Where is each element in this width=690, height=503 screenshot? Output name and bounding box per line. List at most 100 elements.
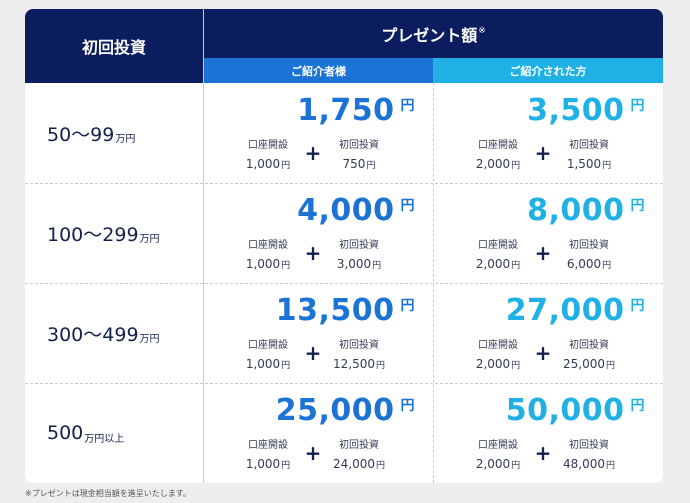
total-value: 3,500 <box>527 93 625 128</box>
row-divider <box>25 383 663 384</box>
range-unit: 万円 <box>139 233 160 245</box>
total-value: 13,500 <box>275 293 395 328</box>
initial-investment-label: 初回投資 <box>569 240 609 251</box>
initial-investment-value: 48,000円 <box>562 457 615 471</box>
header-present-amount-label: プレゼント額 <box>381 25 478 45</box>
initial-investment-part: 初回投資 12,500円 <box>319 336 399 371</box>
header-present-mark: ※ <box>478 25 486 36</box>
header-referee: ご紹介された方 <box>433 58 663 83</box>
range-value: 50〜99 <box>47 123 115 146</box>
initial-investment-part: 初回投資 6,000円 <box>549 236 629 271</box>
initial-investment-value: 12,500円 <box>332 357 385 371</box>
initial-investment-label: 初回投資 <box>569 340 609 351</box>
yen-unit: 円 <box>400 398 415 414</box>
initial-investment-value: 6,000円 <box>566 257 612 271</box>
referee-cell: 3,500 円 口座開設 2,000円 + 初回投資 1,500円 <box>434 83 663 183</box>
plus-sign: + <box>534 341 552 365</box>
account-opening-value: 1,000円 <box>245 157 291 171</box>
initial-investment-value: 24,000円 <box>332 457 385 471</box>
referrer-total: 1,750 円 <box>297 93 415 128</box>
account-opening-value: 2,000円 <box>475 257 521 271</box>
footnote: ※プレゼントは現金相当額を進呈いたします。 <box>25 489 191 498</box>
plus-sign: + <box>304 441 322 465</box>
account-opening-value: 2,000円 <box>475 357 521 371</box>
total-value: 4,000 <box>297 193 395 228</box>
investment-range: 500 万円以上 <box>47 383 124 483</box>
row-divider <box>25 283 663 284</box>
yen-unit: 円 <box>630 98 645 114</box>
initial-investment-part: 初回投資 48,000円 <box>549 436 629 471</box>
initial-investment-label: 初回投資 <box>339 240 379 251</box>
plus-sign: + <box>534 441 552 465</box>
plus-sign: + <box>534 141 552 165</box>
table-row: 100〜299 万円 4,000 円 口座開設 1,000円 + 初回投資 3,000円… <box>25 183 663 283</box>
table-row: 300〜499 万円 13,500 円 口座開設 1,000円 + 初回投資 12,50… <box>25 283 663 383</box>
yen-unit: 円 <box>630 398 645 414</box>
referrer-cell: 1,750 円 口座開設 1,000円 + 初回投資 750円 <box>204 83 433 183</box>
account-opening-value: 2,000円 <box>475 457 521 471</box>
yen-unit: 円 <box>400 198 415 214</box>
initial-investment-part: 初回投資 25,000円 <box>549 336 629 371</box>
total-value: 50,000 <box>505 393 625 428</box>
total-value: 27,000 <box>505 293 625 328</box>
referee-total: 50,000 円 <box>506 393 645 428</box>
referrer-cell: 25,000 円 口座開設 1,000円 + 初回投資 24,000円 <box>204 383 433 483</box>
range-value: 300〜499 <box>47 323 139 346</box>
referee-total: 8,000 円 <box>527 193 645 228</box>
account-opening-value: 2,000円 <box>475 157 521 171</box>
account-opening-part: 口座開設 1,000円 <box>228 336 308 371</box>
account-opening-label: 口座開設 <box>478 140 518 151</box>
yen-unit: 円 <box>400 98 415 114</box>
yen-unit: 円 <box>630 298 645 314</box>
account-opening-part: 口座開設 1,000円 <box>228 436 308 471</box>
plus-sign: + <box>534 241 552 265</box>
yen-unit: 円 <box>400 298 415 314</box>
referrer-cell: 13,500 円 口座開設 1,000円 + 初回投資 12,500円 <box>204 283 433 383</box>
initial-investment-label: 初回投資 <box>339 440 379 451</box>
header-present-amount: プレゼント額 ※ <box>204 9 663 58</box>
account-opening-value: 1,000円 <box>245 357 291 371</box>
account-opening-value: 1,000円 <box>245 457 291 471</box>
investment-range: 300〜499 万円 <box>47 283 160 383</box>
account-opening-part: 口座開設 1,000円 <box>228 236 308 271</box>
initial-investment-part: 初回投資 24,000円 <box>319 436 399 471</box>
account-opening-label: 口座開設 <box>248 440 288 451</box>
range-value: 100〜299 <box>47 223 139 246</box>
account-opening-label: 口座開設 <box>478 440 518 451</box>
account-opening-label: 口座開設 <box>248 340 288 351</box>
table-row: 500 万円以上 25,000 円 口座開設 1,000円 + 初回投資 24,000円… <box>25 383 663 483</box>
account-opening-label: 口座開設 <box>478 340 518 351</box>
referee-total: 3,500 円 <box>527 93 645 128</box>
referrer-total: 13,500 円 <box>276 293 415 328</box>
table-row: 50〜99 万円 1,750 円 口座開設 1,000円 + 初回投資 750円 3,5… <box>25 83 663 183</box>
header-initial-investment: 初回投資 <box>25 9 203 83</box>
yen-unit: 円 <box>630 198 645 214</box>
initial-investment-value: 750円 <box>342 157 376 171</box>
referee-cell: 27,000 円 口座開設 2,000円 + 初回投資 25,000円 <box>434 283 663 383</box>
initial-investment-label: 初回投資 <box>339 340 379 351</box>
account-opening-label: 口座開設 <box>478 240 518 251</box>
initial-investment-part: 初回投資 1,500円 <box>549 136 629 171</box>
initial-investment-value: 25,000円 <box>562 357 615 371</box>
referrer-total: 4,000 円 <box>297 193 415 228</box>
range-unit: 万円 <box>115 133 136 145</box>
header-referrer: ご紹介者様 <box>204 58 433 83</box>
total-value: 25,000 <box>275 393 395 428</box>
account-opening-part: 口座開設 2,000円 <box>458 336 538 371</box>
total-value: 1,750 <box>297 93 395 128</box>
range-value: 500 <box>47 422 84 444</box>
plus-sign: + <box>304 341 322 365</box>
initial-investment-part: 初回投資 750円 <box>319 136 399 171</box>
referee-total: 27,000 円 <box>506 293 645 328</box>
initial-investment-label: 初回投資 <box>339 140 379 151</box>
referee-cell: 50,000 円 口座開設 2,000円 + 初回投資 48,000円 <box>434 383 663 483</box>
initial-investment-label: 初回投資 <box>569 140 609 151</box>
plus-sign: + <box>304 141 322 165</box>
account-opening-value: 1,000円 <box>245 257 291 271</box>
total-value: 8,000 <box>527 193 625 228</box>
initial-investment-value: 1,500円 <box>566 157 612 171</box>
account-opening-label: 口座開設 <box>248 140 288 151</box>
investment-range: 100〜299 万円 <box>47 183 160 283</box>
referrer-cell: 4,000 円 口座開設 1,000円 + 初回投資 3,000円 <box>204 183 433 283</box>
column-divider <box>203 9 204 483</box>
